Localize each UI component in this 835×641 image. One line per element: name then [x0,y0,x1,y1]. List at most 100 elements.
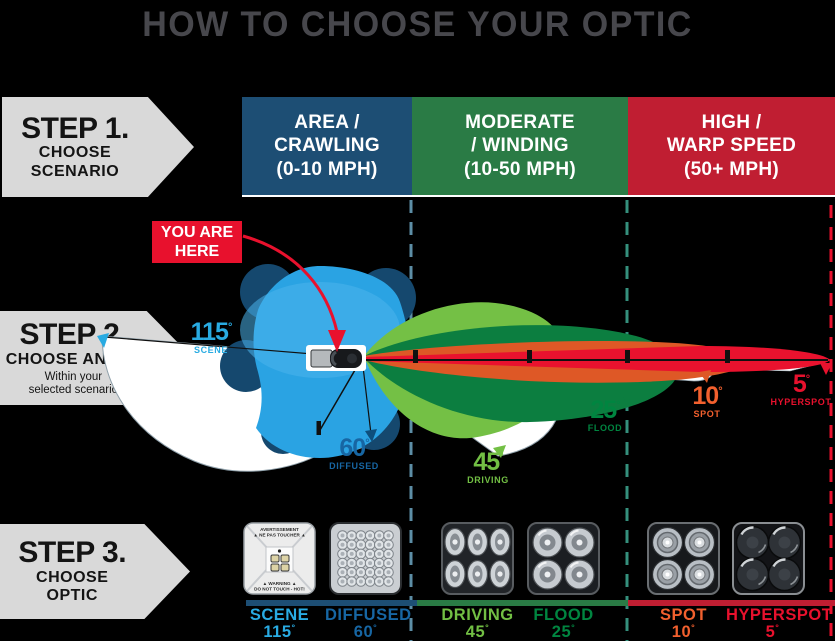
angle-label-45-driving: 45° DRIVING [459,450,517,485]
step3-sub-line2: OPTIC [46,587,98,605]
scenario-band-moderate-winding: MODERATE / WINDING (10-50 MPH) [412,97,628,197]
arrowhead-115-icon [97,333,109,348]
hyperspot-lens-array [735,525,802,592]
angle-25-value: 25 [590,396,617,424]
bottom-bar-red [628,600,835,606]
angle-label-60-diffused: 60° DIFFUSED [325,436,383,471]
step1-title: STEP 1. [21,111,129,145]
degree-mark: ° [718,385,723,398]
you-are-here-badge: YOU ARE HERE [152,221,242,263]
band-high-line1: HIGH / [701,112,762,134]
optic-image-scene: AVERTISSEMENT ▲ NE PAS TOUCHER ▲ ▲ WARNI… [243,522,316,595]
optic-image-hyperspot [732,522,805,595]
step1-sub-line1: CHOOSE [38,144,112,162]
tick-60 [316,421,321,435]
band-area-line3: (0-10 MPH) [276,158,378,180]
you-are-here-arrow [242,234,339,333]
angle-label-115-scene: 115° SCENE [182,320,240,355]
angle-115-name: SCENE [193,345,228,355]
degree-mark: ° [373,622,378,633]
optic-label-hyperspot: HYPERSPOT 5° [726,607,832,641]
angle-115-value: 115 [190,318,229,346]
bottom-bar-green [417,600,628,606]
degree-mark: ° [571,622,576,633]
step3-sub-line1: CHOOSE [36,568,109,586]
arrowhead-45-icon [493,445,506,458]
angle-5-value: 5 [792,370,807,398]
scenario-band-area-crawling: AREA / CRAWLING (0-10 MPH) [242,97,412,197]
step2-note-line1: Within your [44,371,103,384]
optic-scene-value: 115 [263,623,292,641]
angle-60-value: 60 [339,434,366,462]
optic-spot-value: 10 [671,623,692,641]
page-title: HOW TO CHOOSE YOUR OPTIC [142,5,693,44]
scene-warning-bottom1: ▲ WARNING ▲ [263,581,297,586]
band-moderate-line3: (10-50 MPH) [463,158,577,180]
angle-10-name: SPOT [693,409,721,419]
angle-label-10-spot: 10° SPOT [678,384,736,419]
range-tick-marks [413,350,730,363]
optic-flood-value: 25 [551,623,572,641]
scene-warning-bottom2: DO NOT TOUCH - HOT! [254,587,305,592]
degree-mark: ° [227,321,233,334]
degree-mark: ° [805,373,811,386]
you-are-here-arrowhead-icon [328,330,346,352]
arrowhead-10-icon [699,370,711,383]
optic-image-diffused [329,522,402,595]
arrowhead-5-icon [820,363,832,375]
band-area-line1: AREA / [294,112,360,134]
optic-label-spot: SPOT 10° [643,607,724,641]
band-moderate-line1: MODERATE [465,112,575,134]
step3-arrow: STEP 3. CHOOSE OPTIC [0,524,190,619]
angle-60-name: DIFFUSED [329,461,379,471]
degree-mark: ° [691,622,696,633]
you-are-here-line1: YOU ARE [160,223,234,241]
band-high-line2: WARP SPEED [666,135,797,157]
scenario-band-high-warp: HIGH / WARP SPEED (50+ MPH) [628,97,835,197]
degree-mark: ° [485,622,490,633]
angle-label-25-flood: 25° FLOOD [576,398,634,433]
optic-driving-value: 45 [465,623,486,641]
scene-led-array [270,554,290,572]
band-area-line2: CRAWLING [274,135,380,157]
optic-image-driving [441,522,514,595]
optic-label-diffused: DIFFUSED 60° [325,607,411,641]
angle-25-name: FLOOD [587,423,623,433]
optic-hyperspot-name: HYPERSPOT [726,606,833,624]
band-high-line3: (50+ MPH) [683,158,780,180]
step3-title: STEP 3. [18,536,127,570]
scene-warning-top2: ▲ NE PAS TOUCHER ▲ [253,533,305,538]
arrowhead-25-icon [620,391,632,404]
diffused-lens-grid [337,530,394,587]
arrowhead-60-icon [365,429,377,442]
driving-lens-array [444,527,511,589]
bottom-bar-blue [246,600,417,606]
degree-mark: ° [616,399,621,412]
angle-10-value: 10 [692,382,719,410]
optic-diffused-value: 60 [353,623,374,641]
optic-hyperspot-value: 5 [765,623,776,641]
step1-sub-line2: SCENARIO [30,162,120,180]
step1-arrow: STEP 1. CHOOSE SCENARIO [2,97,194,197]
angle-45-name: DRIVING [467,475,509,485]
flood-lens-array [532,527,595,590]
degree-mark: ° [775,622,780,633]
you-are-here-line2: HERE [174,243,220,260]
spot-lens-array [651,526,716,591]
optic-diffused-name: DIFFUSED [325,606,412,624]
scene-warning-top1: AVERTISSEMENT [260,527,299,532]
optic-label-driving: DRIVING 45° [437,607,518,641]
optic-label-flood: FLOOD 25° [523,607,604,641]
angle-label-5-hyperspot: 5° HYPERSPOT [768,372,834,407]
optic-image-spot [647,522,720,595]
degree-mark: ° [291,622,296,633]
angle-45-value: 45 [473,448,500,476]
optic-scene-name: SCENE [249,606,310,624]
vehicle-top-view [306,345,366,371]
degree-mark: ° [499,451,504,464]
optic-image-flood [527,522,600,595]
optic-driving-name: DRIVING [441,606,514,624]
step2-note-line2: selected scenario [28,383,119,396]
